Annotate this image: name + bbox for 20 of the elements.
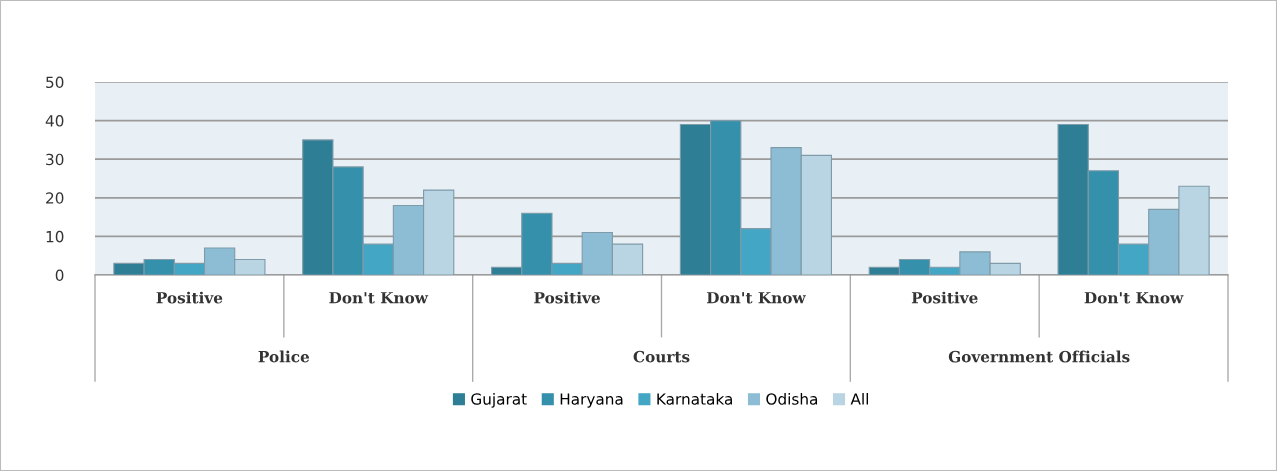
x-tick-label: Don't Know xyxy=(1084,292,1184,304)
legend-label: Odisha xyxy=(766,392,818,405)
y-tick-label: 20 xyxy=(46,192,64,204)
y-tick-label: 0 xyxy=(55,269,64,282)
legend-label: All xyxy=(850,392,868,405)
text: Government Officials xyxy=(948,350,1130,363)
y-tick-label: 10 xyxy=(46,230,64,243)
y-tick-label: 50 xyxy=(46,76,64,89)
legend-label: Haryana xyxy=(560,393,623,408)
legend-label: Karnataka xyxy=(657,392,732,405)
x-tick-label: Positive xyxy=(911,291,978,304)
y-tick-label: 30 xyxy=(46,153,64,166)
x-tick-label: Don't Know xyxy=(329,292,429,304)
text: Courts xyxy=(633,350,690,363)
text: Police xyxy=(258,350,310,363)
x-tick-label: Don't Know xyxy=(706,292,806,304)
x-tick-label: Positive xyxy=(156,291,223,304)
y-tick-label: 40 xyxy=(45,115,64,127)
x-tick-label: Positive xyxy=(534,291,600,304)
legend-label: Gujarat xyxy=(471,392,527,408)
